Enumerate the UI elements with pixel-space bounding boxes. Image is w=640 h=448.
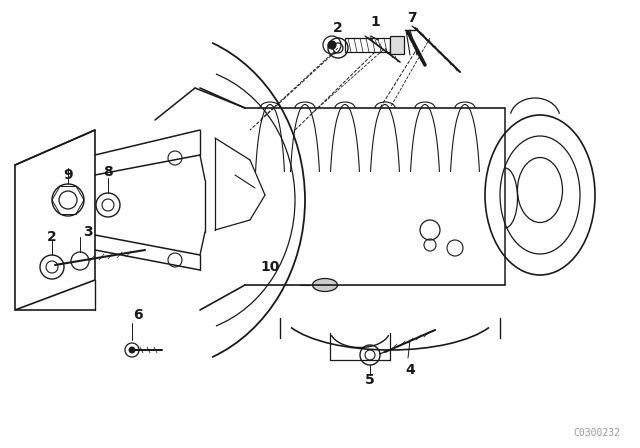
Circle shape	[328, 41, 336, 49]
Text: 8: 8	[103, 165, 113, 179]
Text: 2: 2	[47, 230, 57, 244]
Polygon shape	[390, 36, 404, 54]
Text: 5: 5	[365, 373, 375, 387]
Circle shape	[129, 347, 135, 353]
Text: 6: 6	[133, 308, 143, 322]
Text: 10: 10	[260, 260, 280, 274]
Text: 2: 2	[333, 21, 343, 35]
Text: C0300232: C0300232	[573, 428, 620, 438]
Text: 3: 3	[83, 225, 93, 239]
Text: 7: 7	[407, 11, 417, 25]
Text: 9: 9	[63, 168, 73, 182]
Ellipse shape	[312, 279, 337, 292]
Text: 1: 1	[370, 15, 380, 29]
Text: 4: 4	[405, 363, 415, 377]
